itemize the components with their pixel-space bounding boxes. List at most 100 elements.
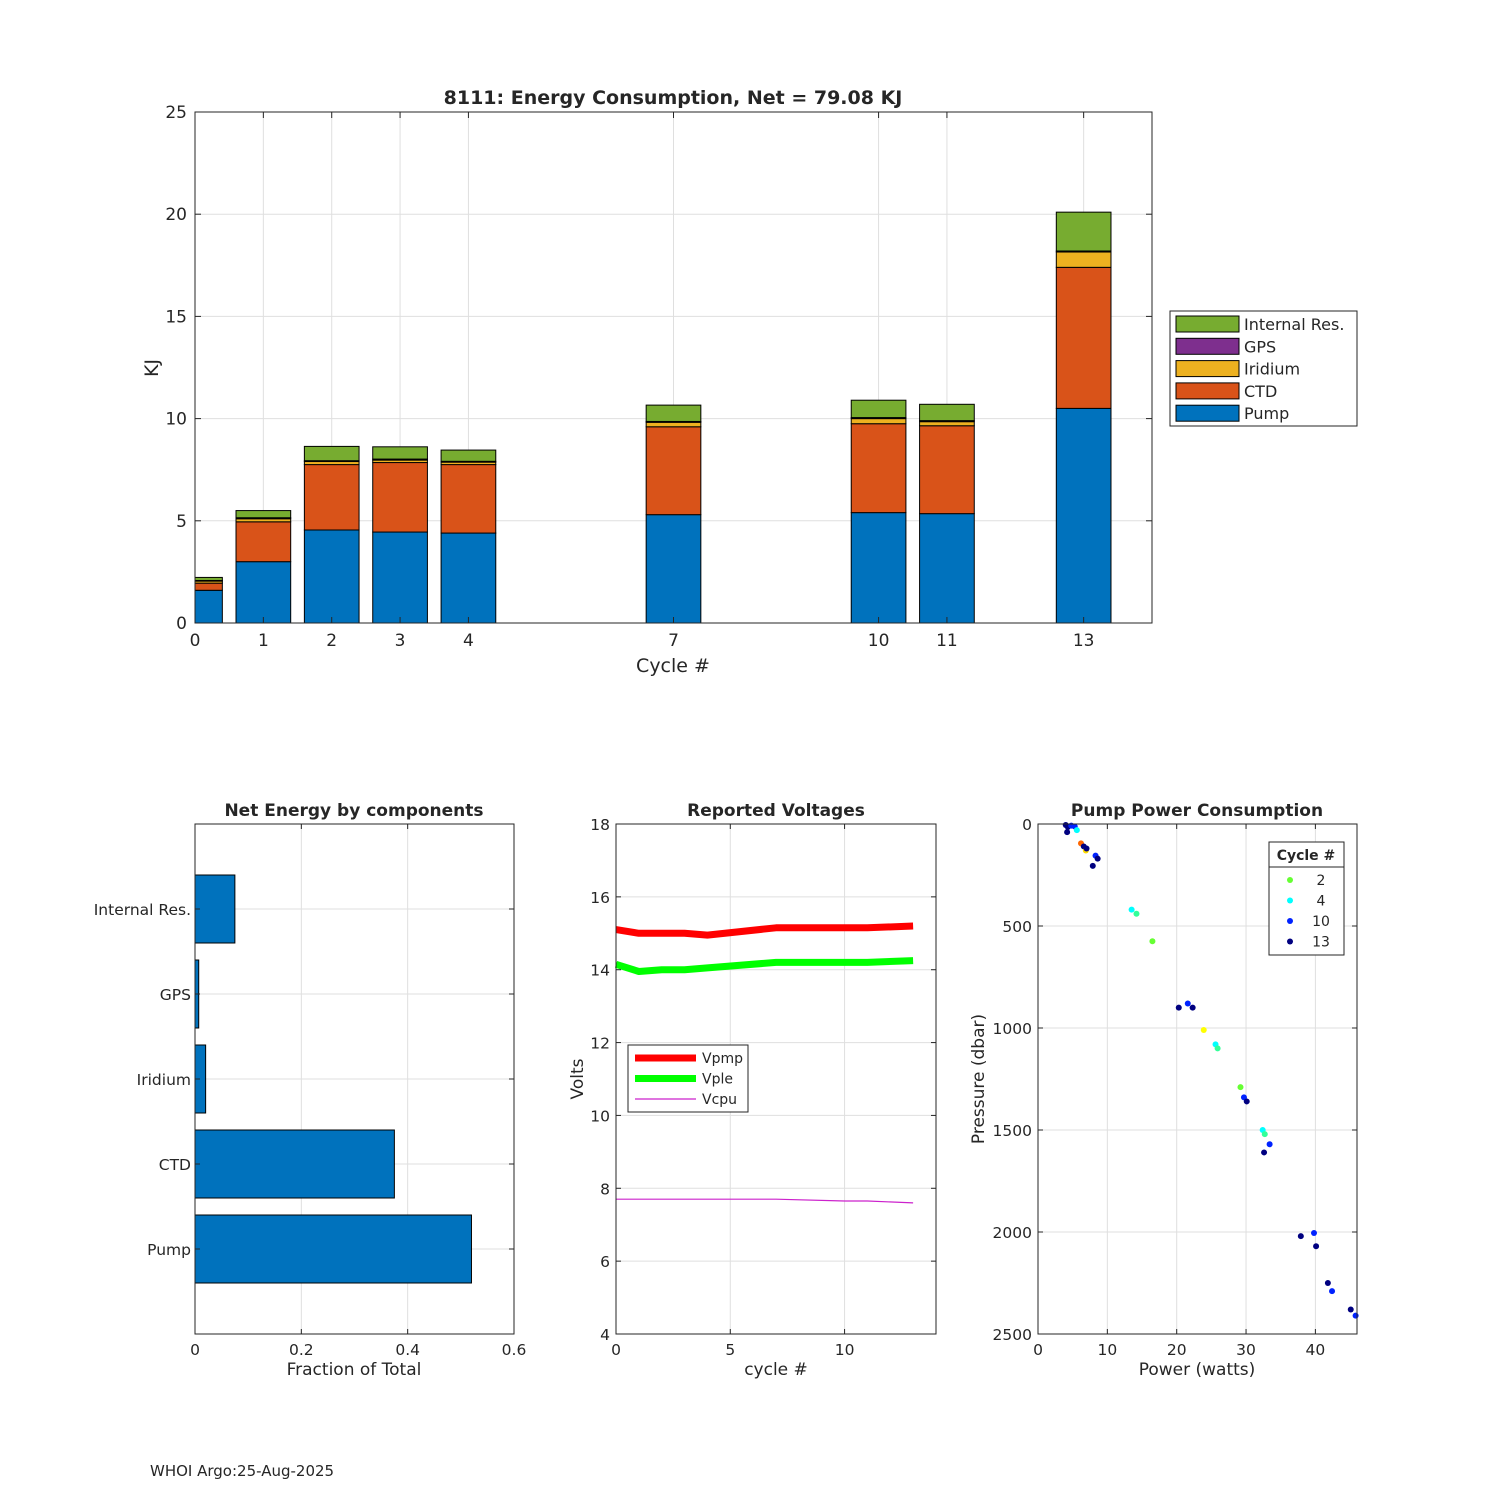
pump-data-point [1329, 1288, 1336, 1295]
voltages-line-vcpu [616, 1198, 914, 1204]
pump-legend-label: 13 [1312, 935, 1330, 951]
pump-data-point [1133, 910, 1140, 917]
energy-bar-iridium [919, 421, 975, 427]
pump-xtick-label: 40 [1306, 1341, 1326, 1359]
pump-data-point [1094, 855, 1101, 862]
components-ytick-label: Pump [147, 1241, 191, 1259]
pump-xtick-label: 10 [1097, 1341, 1117, 1359]
pump-legend-marker [1287, 897, 1293, 904]
energy-bar-iridium [850, 418, 907, 425]
pump-chart: 0 10 20 30 40 0 500 1000 1500 2000 2500 Pump Power… [969, 801, 1359, 1380]
pump-legend-title: Cycle # [1277, 848, 1336, 864]
energy-bar-ctd [235, 521, 292, 563]
pump-ytick-label: 2500 [993, 1326, 1032, 1344]
energy-ytick-label: 5 [176, 512, 187, 532]
energy-bar-pump [645, 514, 702, 624]
pump-data-point [1347, 1306, 1354, 1313]
pump-data-point [1352, 1312, 1359, 1319]
pump-data-point [1064, 829, 1071, 836]
pump-data-point [1311, 1230, 1318, 1237]
energy-bar-ctd [440, 464, 497, 534]
voltages-line-vple [614, 957, 914, 975]
components-xtick-label: 0.2 [289, 1341, 314, 1359]
pump-ytick-label: 0 [1022, 816, 1032, 834]
pump-data-point [1200, 1027, 1207, 1034]
voltages-ytick-label: 16 [590, 889, 610, 907]
pump-ytick-label: 2000 [993, 1224, 1032, 1242]
energy-bar-pump [919, 513, 975, 624]
energy-ytick-label: 0 [176, 614, 187, 634]
energy-bar-internal-res [303, 445, 360, 462]
energy-xtick-label: 7 [668, 631, 679, 651]
energy-ytick-label: 15 [165, 307, 187, 327]
voltages-ytick-label: 14 [590, 962, 610, 980]
energy-bar-pump [1055, 407, 1112, 624]
pump-ytick-label: 500 [1002, 918, 1032, 936]
pump-data-point [1261, 1131, 1268, 1138]
energy-bar-ctd [645, 426, 702, 516]
energy-ytick-label: 25 [165, 103, 187, 123]
pump-data-point [1214, 1045, 1221, 1052]
components-xtick-label: 0 [190, 1341, 200, 1359]
voltages-ytick-label: 18 [590, 816, 610, 834]
pump-axes-box [1037, 823, 1358, 1335]
voltages-legend-label: Vcpu [702, 1092, 737, 1108]
voltages-line-vpmp [615, 922, 914, 939]
energy-legend-label: Internal Res. [1244, 315, 1344, 334]
pump-data-point [1313, 1243, 1320, 1250]
voltages-ytick-label: 4 [600, 1326, 610, 1344]
voltages-xtick-label: 10 [835, 1341, 855, 1359]
energy-bar-internal-res [850, 399, 907, 419]
voltages-ytick-label: 10 [590, 1107, 610, 1125]
energy-bar-internal-res [235, 510, 292, 519]
energy-xtick-label: 2 [326, 631, 337, 651]
voltages-xtick-label: 0 [611, 1341, 621, 1359]
footer-text: WHOI Argo:25-Aug-2025 [150, 1462, 334, 1480]
pump-legend-marker [1287, 938, 1293, 945]
energy-bar-pump [303, 529, 360, 624]
components-title: Net Energy by components [224, 801, 483, 821]
pump-data-point [1261, 1149, 1268, 1156]
voltages-ytick-label: 6 [600, 1253, 610, 1271]
components-bar-internal-res [194, 874, 236, 944]
pump-ytick-label: 1500 [993, 1122, 1032, 1140]
energy-legend-label: CTD [1244, 382, 1277, 401]
pump-legend: Cycle # 2 4 10 13 [1268, 841, 1345, 956]
components-xtick-label: 0.6 [502, 1341, 527, 1359]
pump-data-point [1184, 1000, 1191, 1007]
pump-xlabel: Power (watts) [1139, 1360, 1256, 1380]
energy-legend-swatch [1175, 382, 1240, 400]
pump-data-point [1237, 1084, 1244, 1091]
components-bar-pump [194, 1214, 472, 1284]
components-chart: 0 0.2 0.4 0.6 Pump CTD Iridium GPS Internal Res.… [94, 801, 527, 1380]
energy-bar-internal-res [194, 576, 223, 581]
voltages-chart: 0 5 10 4 6 8 10 12 14 16 18 Reported Voltages cycl… [568, 801, 937, 1380]
pump-data-point [1128, 906, 1135, 913]
energy-ylabel: KJ [141, 359, 163, 377]
pump-legend-label: 10 [1312, 914, 1330, 930]
energy-xtick-label: 13 [1073, 631, 1095, 651]
components-xtick-label: 0.4 [395, 1341, 420, 1359]
pump-data-point [1189, 1004, 1196, 1011]
pump-legend-marker [1287, 918, 1293, 924]
voltages-legend: Vpmp Vple Vcpu [627, 1044, 749, 1113]
pump-legend-box [1268, 841, 1345, 956]
energy-legend-label: Pump [1244, 404, 1289, 423]
pump-data-point [1297, 1233, 1304, 1240]
energy-title: 8111: Energy Consumption, Net = 79.08 KJ [444, 87, 903, 109]
pump-xtick-label: 0 [1033, 1341, 1043, 1359]
pump-xtick-label: 30 [1236, 1341, 1256, 1359]
energy-bar-iridium [1055, 251, 1112, 268]
energy-bar-pump [235, 561, 292, 624]
pump-xtick-label: 20 [1167, 1341, 1187, 1359]
energy-legend-swatch [1175, 404, 1240, 422]
pump-data-point [1175, 1004, 1182, 1011]
energy-ytick-label: 20 [165, 205, 187, 225]
energy-bar-internal-res [440, 449, 497, 462]
energy-legend-swatch [1175, 360, 1240, 378]
energy-bar-pump [850, 512, 907, 624]
energy-bar-internal-res [645, 404, 702, 422]
components-bar-ctd [194, 1129, 395, 1199]
energy-legend: Internal Res. GPS Iridium CTD Pump [1169, 310, 1358, 427]
